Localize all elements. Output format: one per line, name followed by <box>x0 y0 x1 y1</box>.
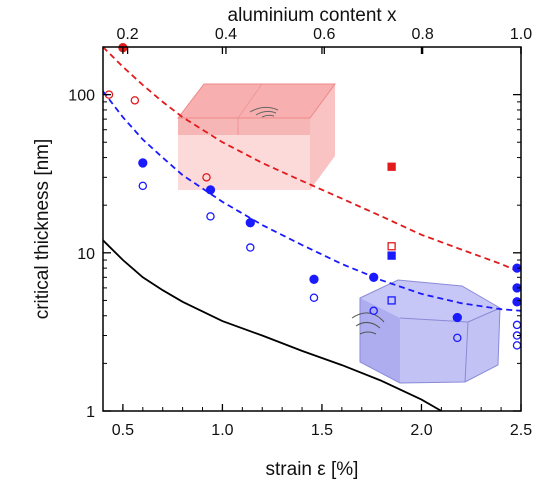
x2-tick-label: 0.8 <box>412 26 434 43</box>
x-axis-title: strain ε [%] <box>266 459 359 480</box>
blue-filled-circle-point <box>205 185 216 195</box>
plot-content <box>102 43 522 412</box>
blue-open-circle-point <box>206 212 215 221</box>
blue-filled-square-point <box>387 251 396 260</box>
y-tick-label: 100 <box>68 88 95 105</box>
blue-filled-circle-point <box>512 297 522 307</box>
red-open-circle-point <box>202 173 211 182</box>
blue-open-circle-point <box>138 181 148 191</box>
y-tick-label: 10 <box>77 246 95 263</box>
blue-open-circle-point <box>246 243 255 252</box>
blue-open-square-point <box>387 296 396 305</box>
plot-frame <box>102 46 522 412</box>
red-open-circle-point <box>130 96 140 105</box>
blue-open-circle-point <box>453 333 462 343</box>
x2-tick-label: 0.4 <box>215 26 237 43</box>
blue-dashed-curve <box>102 90 522 312</box>
x-tick-label: 2.0 <box>410 422 432 439</box>
blue-filled-circle-point <box>452 312 462 323</box>
x-tick-label: 0.5 <box>112 422 134 439</box>
blue-filled-circle-point <box>369 272 379 282</box>
x2-tick-label: 0.2 <box>116 26 138 43</box>
x-tick-label: 2.5 <box>510 422 532 439</box>
x-tick-label: 1.0 <box>211 422 233 439</box>
y-tick-label: 1 <box>86 404 95 421</box>
black-solid-curve <box>102 239 442 412</box>
blue-open-circle-point <box>512 320 522 330</box>
x-tick-label: 1.5 <box>311 422 333 439</box>
red-open-square-point <box>387 242 396 251</box>
x2-axis-title: aluminium content x <box>228 5 397 26</box>
blue-filled-circle-point <box>138 158 148 168</box>
x2-tick-label: 0.6 <box>313 26 335 43</box>
red-filled-square-point <box>387 162 396 171</box>
blue-open-circle-point <box>512 341 522 350</box>
blue-filled-circle-point <box>245 218 255 228</box>
axes: 0.5 1.0 1.5 2.0 2.5 0.2 0.4 0.6 0.8 1.0 1 10 100 <box>68 26 532 439</box>
blue-hexagonal-crystal-illustration <box>351 279 501 384</box>
red-crystal-block-illustration <box>176 83 336 190</box>
x2-tick-label: 1.0 <box>510 26 532 43</box>
blue-filled-circle-point <box>309 274 319 284</box>
blue-open-circle-point <box>309 293 319 302</box>
y-axis-title: critical thickness [nm] <box>32 139 53 320</box>
blue-open-circle-point <box>369 306 378 316</box>
